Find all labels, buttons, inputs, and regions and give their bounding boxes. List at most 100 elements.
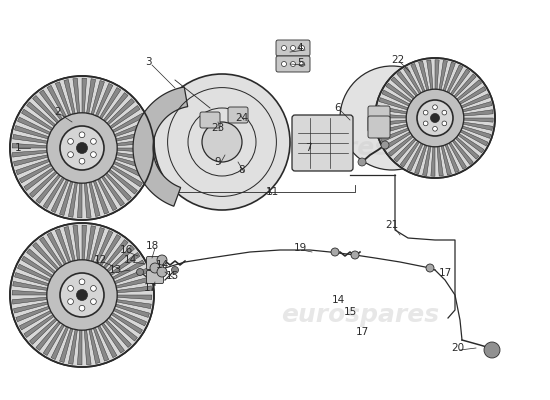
- Wedge shape: [93, 169, 117, 211]
- Wedge shape: [36, 166, 67, 204]
- Circle shape: [91, 138, 96, 144]
- Text: 14: 14: [331, 295, 345, 305]
- Circle shape: [10, 76, 154, 220]
- Wedge shape: [431, 138, 435, 176]
- Wedge shape: [68, 172, 79, 217]
- Wedge shape: [102, 307, 142, 334]
- Wedge shape: [106, 139, 152, 146]
- Circle shape: [157, 255, 167, 265]
- Text: 12: 12: [94, 255, 107, 265]
- Wedge shape: [36, 313, 67, 350]
- Circle shape: [68, 152, 74, 158]
- Polygon shape: [133, 87, 188, 206]
- Wedge shape: [24, 308, 63, 338]
- Wedge shape: [407, 135, 427, 171]
- Circle shape: [381, 141, 389, 149]
- Circle shape: [290, 46, 295, 50]
- FancyBboxPatch shape: [146, 270, 163, 284]
- Text: 20: 20: [452, 343, 465, 353]
- Circle shape: [68, 299, 74, 304]
- Wedge shape: [454, 121, 493, 130]
- Text: eurospares: eurospares: [281, 303, 439, 327]
- Wedge shape: [101, 252, 140, 282]
- Wedge shape: [40, 237, 69, 276]
- Wedge shape: [13, 134, 58, 145]
- Wedge shape: [106, 130, 151, 143]
- Wedge shape: [97, 240, 128, 277]
- Wedge shape: [30, 311, 65, 344]
- Text: 18: 18: [145, 241, 158, 251]
- Wedge shape: [419, 61, 431, 99]
- Circle shape: [10, 223, 154, 367]
- Wedge shape: [51, 317, 73, 360]
- Wedge shape: [94, 88, 121, 128]
- Text: 23: 23: [211, 123, 224, 133]
- Wedge shape: [450, 80, 482, 106]
- Wedge shape: [73, 225, 80, 271]
- Wedge shape: [105, 301, 150, 318]
- Wedge shape: [16, 303, 59, 322]
- Wedge shape: [438, 60, 447, 99]
- Wedge shape: [21, 109, 62, 136]
- Wedge shape: [91, 84, 113, 126]
- Wedge shape: [90, 170, 109, 214]
- Circle shape: [431, 114, 439, 122]
- Wedge shape: [103, 260, 145, 284]
- Wedge shape: [82, 225, 86, 271]
- Wedge shape: [87, 171, 100, 216]
- Wedge shape: [435, 60, 439, 98]
- Wedge shape: [104, 121, 148, 140]
- Circle shape: [340, 66, 444, 170]
- Wedge shape: [12, 144, 58, 148]
- Wedge shape: [14, 300, 59, 313]
- Wedge shape: [381, 125, 417, 142]
- Text: 4: 4: [296, 43, 303, 53]
- Circle shape: [60, 126, 104, 170]
- Circle shape: [424, 121, 428, 126]
- Wedge shape: [30, 164, 65, 197]
- Wedge shape: [73, 78, 80, 124]
- Wedge shape: [386, 83, 419, 107]
- Wedge shape: [84, 172, 91, 218]
- Wedge shape: [449, 131, 479, 159]
- Wedge shape: [85, 79, 96, 124]
- Wedge shape: [47, 232, 72, 274]
- Circle shape: [442, 121, 447, 126]
- Wedge shape: [87, 318, 100, 364]
- Wedge shape: [441, 62, 455, 100]
- Wedge shape: [447, 133, 473, 164]
- Text: 6: 6: [335, 103, 342, 113]
- Wedge shape: [93, 316, 117, 358]
- Wedge shape: [78, 319, 82, 365]
- Wedge shape: [84, 319, 91, 365]
- Circle shape: [79, 279, 85, 285]
- FancyBboxPatch shape: [368, 116, 390, 138]
- Circle shape: [76, 290, 87, 300]
- Wedge shape: [454, 102, 492, 114]
- Wedge shape: [411, 64, 428, 100]
- Circle shape: [331, 248, 339, 256]
- Text: 7: 7: [305, 143, 311, 153]
- Circle shape: [68, 286, 74, 291]
- Text: 1: 1: [15, 143, 21, 153]
- Wedge shape: [99, 99, 135, 132]
- Circle shape: [375, 58, 495, 178]
- Text: 8: 8: [239, 165, 245, 175]
- Wedge shape: [59, 318, 76, 362]
- Circle shape: [300, 46, 305, 50]
- Circle shape: [172, 266, 179, 274]
- Text: 24: 24: [235, 113, 249, 123]
- Circle shape: [433, 126, 437, 131]
- Circle shape: [68, 138, 74, 144]
- Wedge shape: [100, 163, 138, 194]
- Wedge shape: [104, 268, 148, 287]
- Wedge shape: [78, 172, 82, 218]
- Wedge shape: [14, 126, 59, 142]
- Wedge shape: [415, 136, 430, 174]
- Text: 19: 19: [293, 243, 307, 253]
- Circle shape: [79, 305, 85, 311]
- Wedge shape: [377, 114, 415, 118]
- Text: 16: 16: [119, 245, 133, 255]
- Circle shape: [406, 89, 464, 147]
- Wedge shape: [19, 159, 61, 183]
